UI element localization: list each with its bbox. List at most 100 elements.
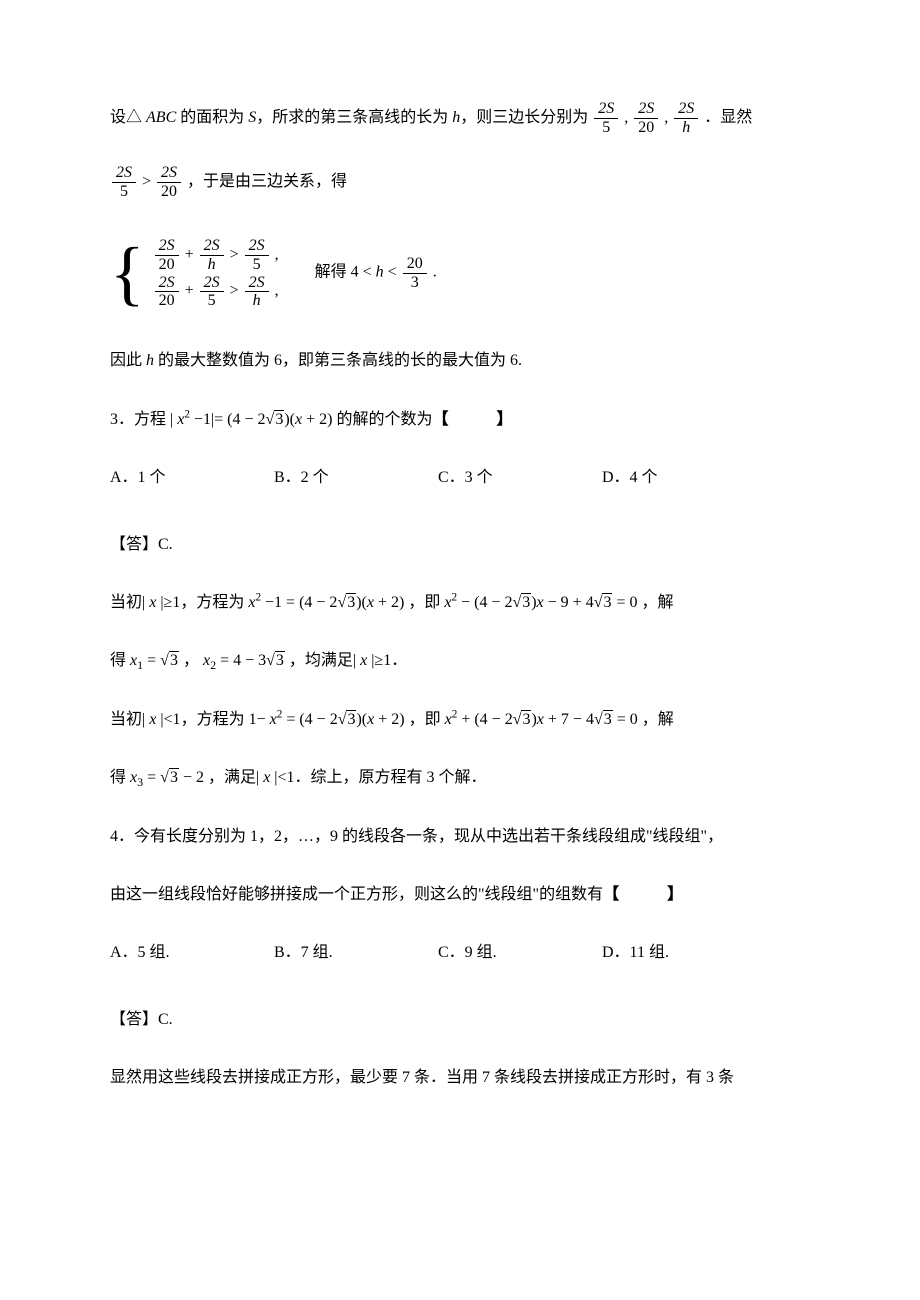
comma: , — [620, 109, 632, 126]
x: x — [270, 711, 277, 728]
option-d: D．4 个 — [602, 463, 762, 493]
m: −1 = (4 − 2 — [261, 594, 337, 611]
eq: = — [143, 769, 160, 786]
math: )( — [284, 411, 295, 428]
text: 的最大整数值为 6，即第三条高线的长的最大值为 6. — [158, 352, 522, 369]
brace-container: { 2S20 + 2Sh > 2S5 , 2S20 + 2S5 > 2Sh — [110, 228, 279, 318]
m: − (4 − 2 — [457, 594, 512, 611]
x: x — [295, 411, 302, 428]
fraction-2s-20: 2S20 — [634, 100, 658, 136]
m: − 9 + 4 — [544, 594, 594, 611]
sqrt3-icon: √3 — [266, 410, 285, 428]
q4-text2: 由这一组线段恰好能够拼接成一个正方形，则这么的"线段组"的组数有 — [110, 886, 603, 903]
fraction-20-3: 203 — [403, 255, 427, 291]
answer-text: 【答】C. — [110, 1011, 173, 1028]
text: ，所求的第三条高线的长为 — [256, 109, 448, 126]
question-3: 3．方程 | x2 −1|= (4 − 2√3)(x + 2) 的解的个数为【 … — [110, 405, 810, 435]
text: 设△ — [110, 109, 142, 126]
math: + 2) — [302, 411, 332, 428]
text: ， — [183, 652, 199, 669]
answer-label-3: 【答】C. — [110, 530, 810, 560]
option-a: A．1 个 — [110, 463, 270, 493]
m: |<1 — [156, 711, 180, 728]
text: 显然用这些线段去拼接成正方形，最少要 7 条．当用 7 条线段去拼接成正方形时，… — [110, 1069, 734, 1086]
sqrt3-icon: √3 — [160, 768, 179, 786]
m: + 2) — [374, 711, 404, 728]
question-4-line2: 由这一组线段恰好能够拼接成一个正方形，则这么的"线段组"的组数有【 】 — [110, 880, 810, 910]
m: + 2) — [374, 594, 404, 611]
sqrt3-icon: √3 — [337, 593, 356, 611]
m: |≥1 — [367, 652, 391, 669]
inequality-line: 2S5 > 2S20 ，于是由三边关系，得 — [110, 164, 810, 200]
q3-tail: 的解的个数为 — [336, 411, 432, 428]
frac: 2S20 — [155, 274, 179, 310]
x: x — [367, 594, 374, 611]
text: ．显然 — [704, 109, 752, 126]
option-c: C．9 组. — [438, 938, 598, 968]
period: . — [433, 264, 437, 281]
expr: < — [384, 264, 401, 281]
sqrt3-icon: √3 — [594, 710, 613, 728]
solution-line-1: 设△ ABC 的面积为 S，所求的第三条高线的长为 h，则三边长分别为 2S5 … — [110, 100, 810, 136]
expr: 4 < — [351, 264, 376, 281]
text: 当初 — [110, 594, 142, 611]
frac: 2Sh — [200, 237, 224, 273]
m: )( — [356, 711, 367, 728]
x: x — [537, 594, 544, 611]
answer-text: 【答】C. — [110, 536, 173, 553]
text: ，均满足 — [289, 652, 353, 669]
fraction-2s-20: 2S20 — [157, 164, 181, 200]
m: 1− — [249, 711, 270, 728]
m: )( — [356, 594, 367, 611]
text: ，满足 — [208, 769, 256, 786]
h-symbol: h — [448, 109, 460, 126]
q3-solution-line1: 当初| x |≥1，方程为 x2 −1 = (4 − 2√3)(x + 2) ，… — [110, 588, 810, 618]
fraction-2s-h: 2Sh — [674, 100, 698, 136]
frac: 2S20 — [155, 237, 179, 273]
q3-solution-line3: 当初| x |<1，方程为 1− x2 = (4 − 2√3)(x + 2) ，… — [110, 705, 810, 735]
text: ，则三边长分别为 — [460, 109, 588, 126]
text: 的面积为 — [180, 109, 244, 126]
frac: 2S5 — [200, 274, 224, 310]
text: 因此 — [110, 352, 142, 369]
text: ，即 — [409, 711, 441, 728]
q3-label: 3．方程 — [110, 411, 166, 428]
m: = (4 − 2 — [282, 711, 337, 728]
fraction-2s-5: 2S5 — [112, 164, 136, 200]
m: |≥1 — [156, 594, 180, 611]
text: 得 — [110, 769, 126, 786]
option-a: A．5 组. — [110, 938, 270, 968]
option-c: C．3 个 — [438, 463, 598, 493]
text: ，于是由三边关系，得 — [187, 173, 347, 190]
m: + (4 − 2 — [457, 711, 512, 728]
plus: + — [185, 282, 198, 299]
option-d: D．11 组. — [602, 938, 762, 968]
sqrt3-icon: √3 — [594, 593, 613, 611]
text: ，方程为 — [180, 594, 244, 611]
x2: x — [203, 652, 210, 669]
gt: > — [230, 282, 243, 299]
q3-solution-line4: 得 x3 = √3 − 2 ，满足| x |<1．综上，原方程有 3 个解． — [110, 763, 810, 793]
text: ． — [391, 652, 407, 669]
s-symbol: S — [244, 109, 256, 126]
system-row-2: 2S20 + 2S5 > 2Sh , — [153, 273, 279, 309]
m: |<1 — [270, 769, 294, 786]
comma: , — [275, 282, 279, 299]
q4-text1: 4．今有长度分别为 1，2，…，9 的线段各一条，现从中选出若干条线段组成"线段… — [110, 828, 723, 845]
answer-bracket: 【 】 — [603, 886, 683, 903]
comma: , — [660, 109, 672, 126]
solve-text: 解得 — [283, 264, 351, 281]
h-sym: h — [142, 352, 158, 369]
sqrt3-icon: √3 — [266, 651, 285, 669]
text: 得 — [110, 652, 126, 669]
text: ，解 — [642, 711, 674, 728]
option-b: B．7 组. — [274, 938, 434, 968]
sqrt3-icon: √3 — [338, 710, 357, 728]
solution-conclusion: 因此 h 的最大整数值为 6，即第三条高线的长的最大值为 6. — [110, 346, 810, 376]
sqrt3-icon: √3 — [160, 651, 179, 669]
text: ，即 — [408, 594, 440, 611]
m: − 2 — [179, 769, 204, 786]
abc-symbol: ABC — [142, 109, 180, 126]
system-rows: 2S20 + 2Sh > 2S5 , 2S20 + 2S5 > 2Sh , — [153, 237, 279, 310]
m: + 7 − 4 — [544, 711, 594, 728]
